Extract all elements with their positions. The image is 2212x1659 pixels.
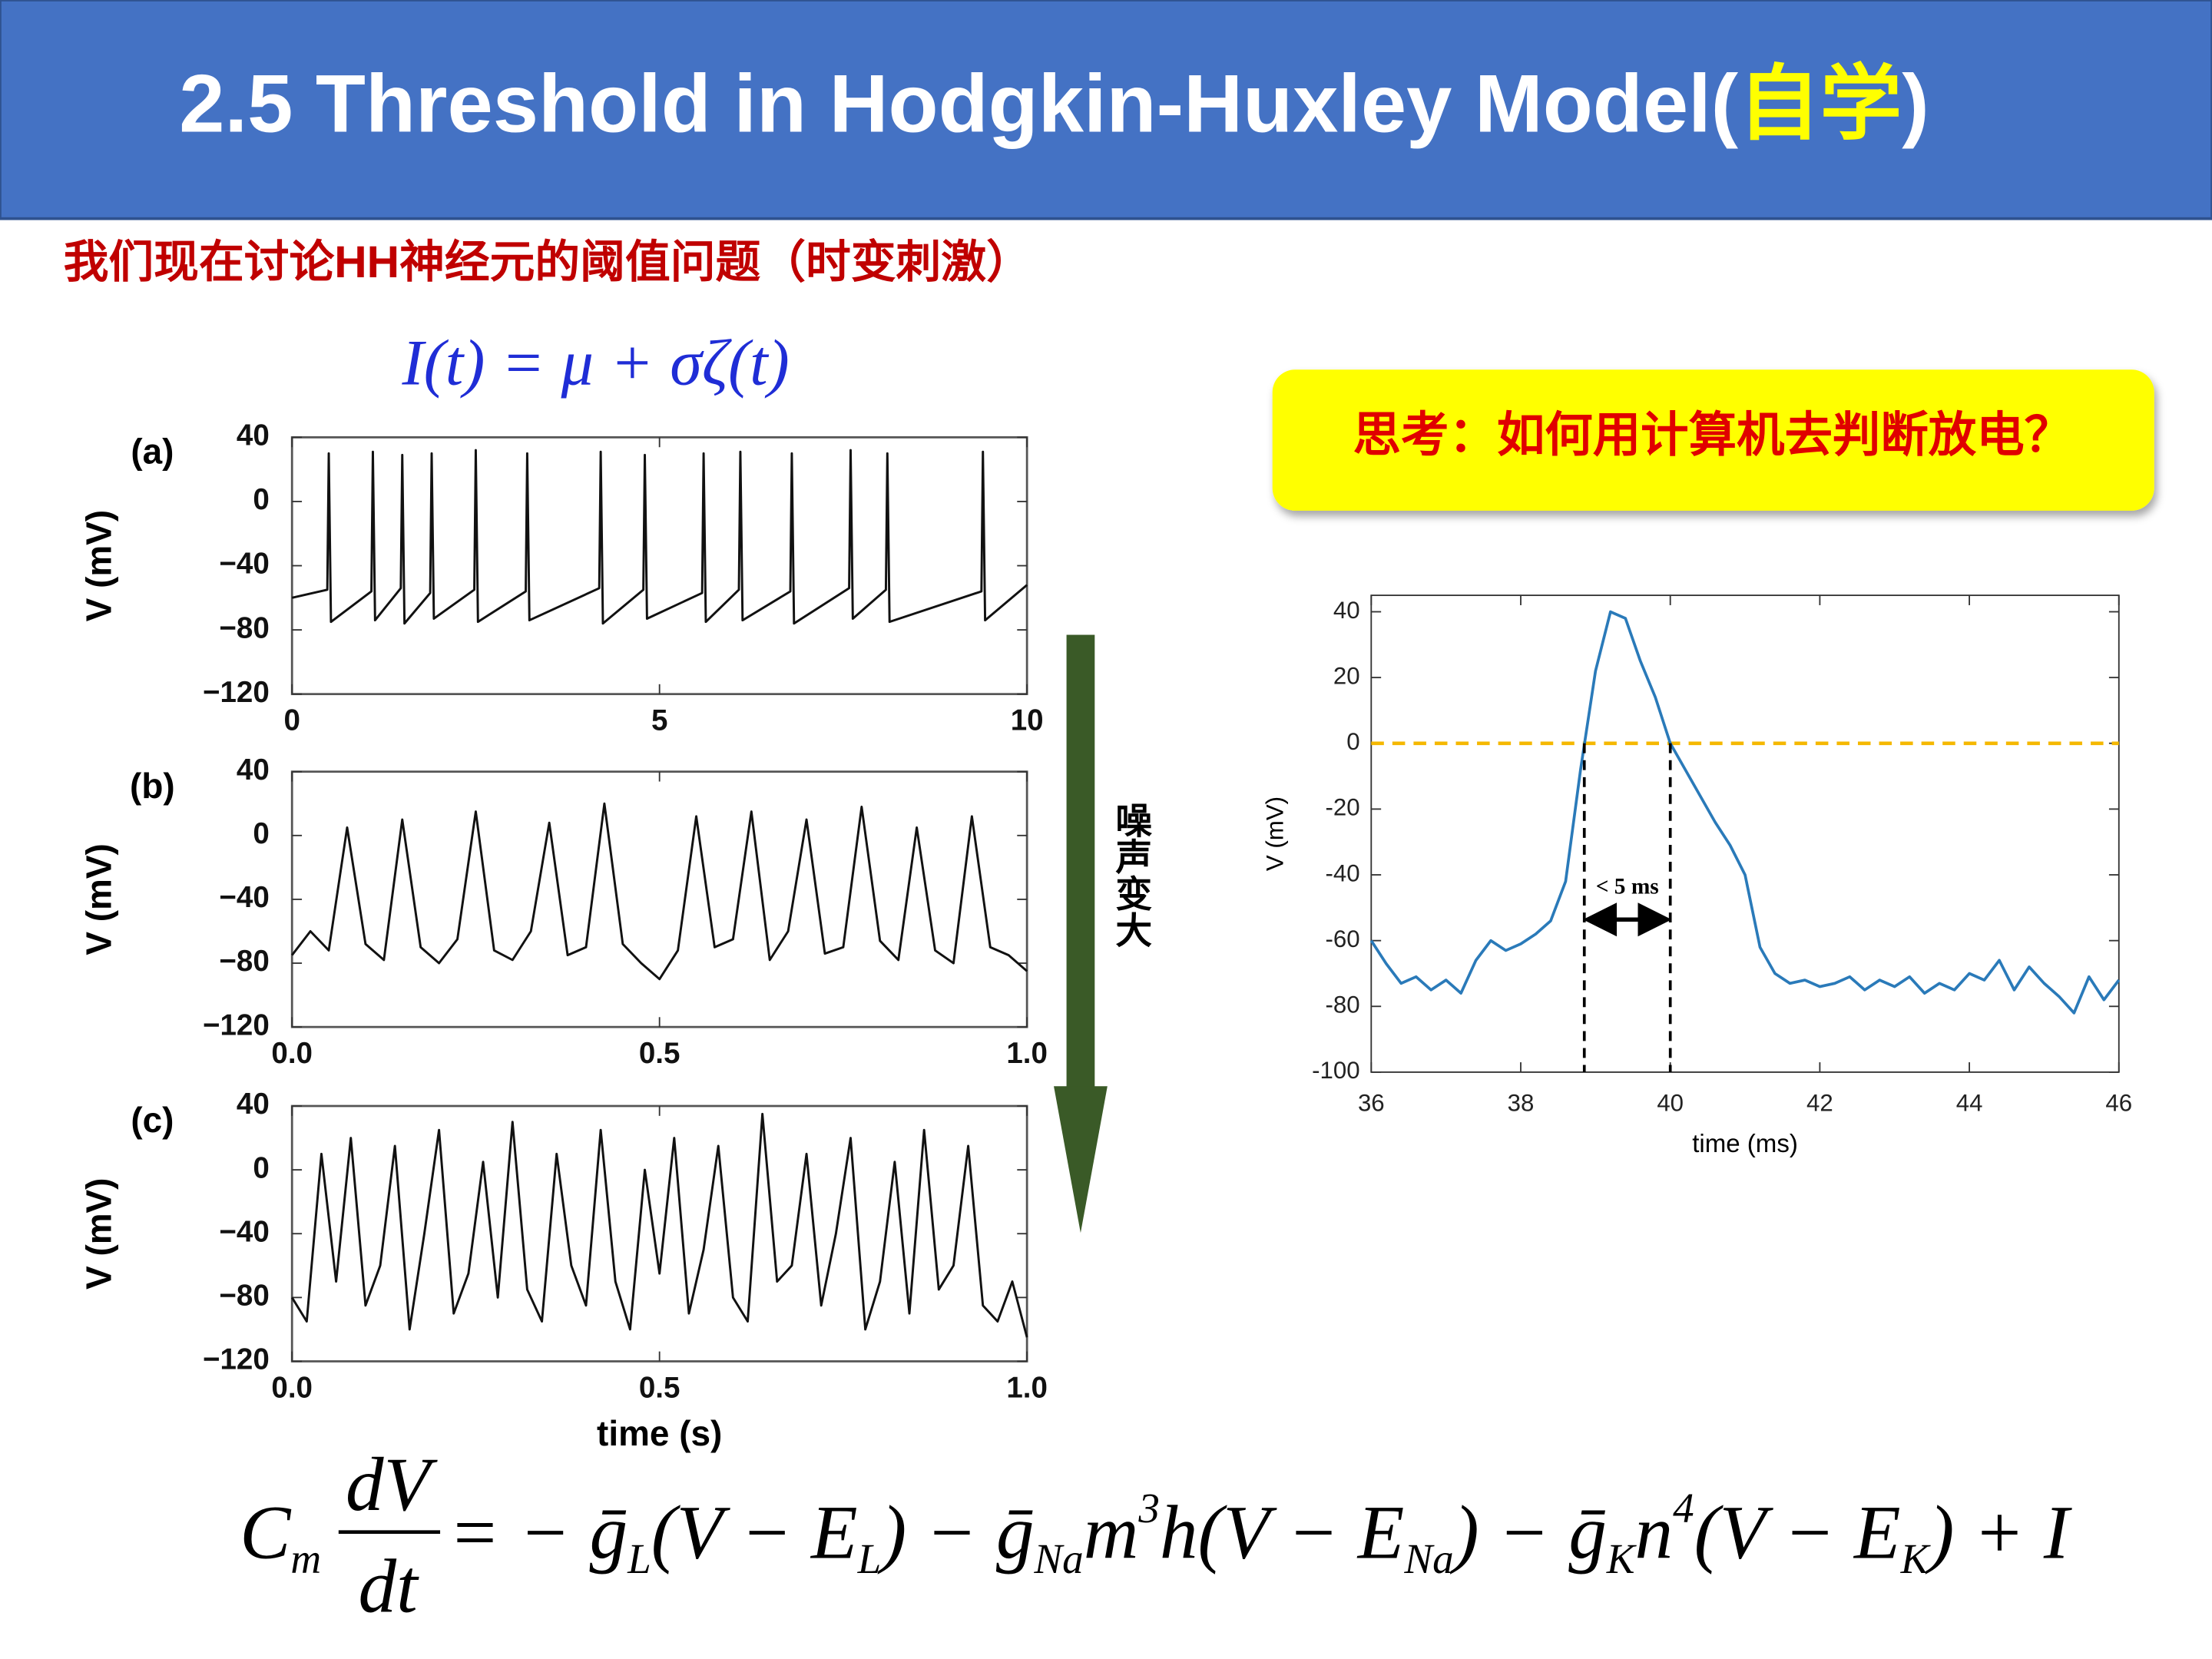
x-tick-label: 38 [1508,1089,1535,1116]
y-tick-label: −120 [203,1343,270,1376]
eq-term: m [1084,1491,1139,1575]
eq-term: ) + I [1925,1491,2072,1575]
x-tick-label: 0.5 [639,1037,680,1070]
arrow-head [1054,1086,1108,1233]
y-tick-label: 0 [253,483,269,516]
eq-subscript: Na [1403,1535,1453,1582]
eq-term: (V − E [651,1491,858,1575]
eq-subscript: K [1900,1535,1932,1582]
x-axis-label: time (ms) [1692,1130,1798,1158]
panel-label: (c) [131,1100,174,1140]
x-tick-label: 0.0 [271,1037,313,1070]
panel-label: (b) [130,766,175,806]
eq-superscript: 3 [1137,1485,1160,1532]
y-axis-label: V (mV) [78,510,118,621]
equation-lhs: Cm [240,1491,321,1581]
title: 2.5 Threshold in Hodgkin-Huxley Model(自学… [179,58,1929,149]
y-tick-label: -20 [1325,794,1359,821]
title-text: 2.5 Threshold in Hodgkin-Huxley Model( [179,58,1738,149]
y-axis-label: V (mV) [1261,796,1288,871]
y-tick-label: −40 [219,1215,269,1248]
x-tick-label: 0.5 [639,1371,680,1404]
eq-superscript: 4 [1673,1485,1694,1532]
y-tick-label: 40 [237,419,270,452]
eq-term: ) − ḡ [877,1491,1034,1575]
callout-text: 思考：如何用计算机去判断放电？ [1353,409,2073,462]
x-tick-label: 42 [1806,1089,1833,1116]
y-tick-label: −80 [219,611,269,644]
eq-symbol: C [240,1491,292,1575]
subtitle: 我们现在讨论HH神经元的阈值问题（时变刺激） [64,237,1031,287]
y-tick-label: -40 [1325,859,1359,886]
eq-term: (V − E [1694,1491,1901,1575]
y-tick-label: 0 [253,1151,269,1184]
x-tick-label: 44 [1956,1089,1983,1116]
eq-subscript: K [1606,1535,1637,1582]
y-axis-label: V (mV) [78,843,118,955]
equation-rhs: = − ḡL(V − EL) − ḡNam3h(V − ENa) − ḡKn4(… [449,1485,2072,1582]
eq-term: n [1635,1491,1674,1575]
y-tick-label: −40 [219,881,269,914]
title-end: ) [1902,58,1929,149]
x-tick-label: 40 [1657,1089,1684,1116]
panel-label: (a) [131,432,174,472]
eq-denominator: dt [359,1545,420,1628]
y-tick-label: −120 [203,1008,270,1041]
eq-subscript: L [857,1535,882,1582]
y-tick-label: 0 [1346,728,1359,755]
y-tick-label: −40 [219,548,269,581]
y-tick-label: 40 [1333,597,1360,624]
x-tick-label: 0 [283,704,300,737]
callout-box [1272,369,2154,511]
x-tick-label: 36 [1358,1089,1385,1116]
eq-subscript: Na [1033,1535,1083,1582]
y-tick-label: 40 [237,753,270,786]
chart: 40 20 0 -20 -40 -60 -80 -100 36 38 40 42 44 46 < 5 ms V… [1261,594,2132,1158]
x-axis-label: time (s) [597,1413,722,1453]
plot-frame [1370,594,2120,1073]
y-tick-label: -80 [1325,992,1359,1018]
eq-numerator: dV [346,1443,439,1527]
arrow-label: 噪声变大 [1110,801,1152,948]
input-formula: I(t) = μ + σζ(t) [401,328,789,399]
eq-subscript: L [627,1535,651,1582]
eq-term: = − ḡ [449,1491,628,1575]
x-tick-label: 46 [2105,1089,2132,1116]
y-tick-label: 20 [1333,662,1360,689]
y-tick-label: -100 [1312,1057,1359,1084]
chart: 40 0 −40 −80 −120 0 5 10 (a) V (mV) [78,419,1043,737]
y-tick-label: -60 [1325,926,1359,952]
eq-term: h(V − E [1160,1491,1404,1575]
plot-frame [290,1104,1028,1363]
arrow-shaft [1066,634,1095,1089]
plot-frame [290,770,1028,1028]
interval-annotation: < 5 ms [1596,875,1659,899]
title-highlight: 自学 [1738,58,1902,149]
voltage-trace [291,802,1028,981]
x-tick-label: 10 [1011,704,1044,737]
eq-term: ) − ḡ [1450,1491,1607,1575]
x-tick-label: 5 [651,704,667,737]
x-tick-label: 1.0 [1006,1037,1048,1070]
y-tick-label: −80 [219,1280,269,1313]
eq-subscript: m [290,1535,321,1582]
y-tick-label: 0 [253,817,269,850]
y-tick-label: −80 [219,945,269,978]
y-axis-label: V (mV) [78,1178,118,1290]
y-tick-label: 40 [237,1088,270,1121]
voltage-trace [1369,610,2121,1015]
voltage-trace [290,1112,1028,1338]
voltage-trace [291,449,1028,625]
x-tick-label: 1.0 [1006,1371,1048,1404]
x-tick-label: 0.0 [271,1371,313,1404]
header-bar [0,0,2212,220]
plot-frame [290,436,1028,696]
y-tick-label: −120 [203,676,270,709]
